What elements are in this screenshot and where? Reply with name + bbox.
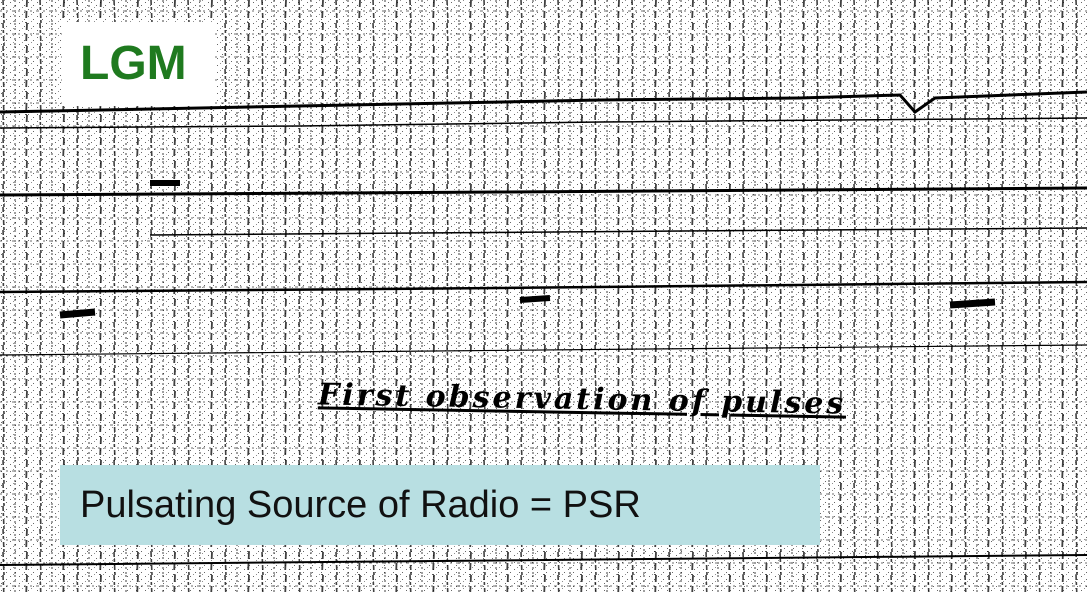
caption: Pulsating Source of Radio = PSR: [60, 465, 820, 545]
badge: LGM: [62, 22, 215, 106]
slide: {"slide": {"badge": "LGM", "caption": "P…: [0, 0, 1087, 592]
